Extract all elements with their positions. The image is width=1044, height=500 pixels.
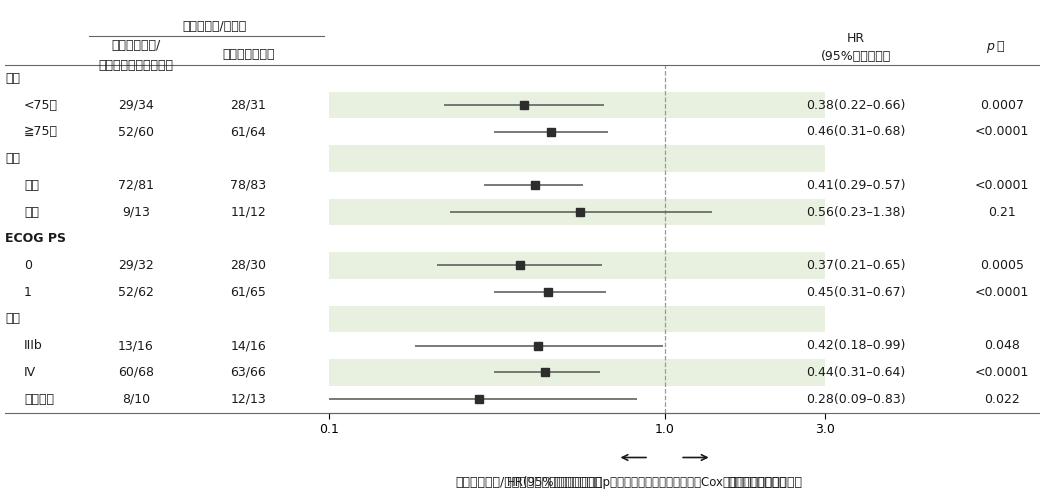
- Text: 値: 値: [996, 40, 1003, 53]
- Text: ドセタキセル群が良好: ドセタキセル群が良好: [728, 476, 802, 489]
- Bar: [329, 306, 825, 332]
- Text: 術後再発: 術後再発: [24, 392, 54, 406]
- Text: IIIb: IIIb: [24, 339, 43, 352]
- Text: 0.56(0.23–1.38): 0.56(0.23–1.38): [806, 206, 906, 218]
- Text: 0.37(0.21–0.65): 0.37(0.21–0.65): [806, 259, 906, 272]
- Text: 52/60: 52/60: [118, 126, 153, 138]
- Text: アブラキサン/: アブラキサン/: [111, 39, 161, 52]
- Text: 78/83: 78/83: [231, 179, 266, 192]
- Text: イベント数/症例数: イベント数/症例数: [182, 20, 246, 32]
- Text: 0.28(0.09–0.83): 0.28(0.09–0.83): [806, 392, 906, 406]
- Text: ≧75歳: ≧75歳: [24, 126, 58, 138]
- Text: <0.0001: <0.0001: [975, 366, 1029, 379]
- Text: 女性: 女性: [24, 206, 39, 218]
- Bar: [329, 359, 825, 386]
- Text: 61/65: 61/65: [231, 286, 266, 298]
- Text: 60/68: 60/68: [118, 366, 153, 379]
- Bar: [329, 92, 825, 118]
- Text: 11/12: 11/12: [231, 206, 266, 218]
- Text: 0.44(0.31–0.64): 0.44(0.31–0.64): [806, 366, 906, 379]
- Text: 0.46(0.31–0.68): 0.46(0.31–0.68): [806, 126, 906, 138]
- Text: 29/32: 29/32: [118, 259, 153, 272]
- Text: 0.45(0.31–0.67): 0.45(0.31–0.67): [806, 286, 906, 298]
- Text: <0.0001: <0.0001: [975, 179, 1029, 192]
- Text: 72/81: 72/81: [118, 179, 153, 192]
- Text: <0.0001: <0.0001: [975, 286, 1029, 298]
- Text: 0.21: 0.21: [989, 206, 1016, 218]
- Text: 28/30: 28/30: [231, 259, 266, 272]
- Text: 29/34: 29/34: [118, 98, 153, 112]
- Text: p: p: [986, 40, 994, 53]
- Text: 0.0007: 0.0007: [980, 98, 1024, 112]
- Text: 13/16: 13/16: [118, 339, 153, 352]
- Text: 0.41(0.29–0.57): 0.41(0.29–0.57): [806, 179, 906, 192]
- Text: ECOG PS: ECOG PS: [5, 232, 66, 245]
- Text: 性別: 性別: [5, 152, 20, 165]
- Text: 0.0005: 0.0005: [980, 259, 1024, 272]
- Text: 28/31: 28/31: [231, 98, 266, 112]
- Text: 0: 0: [24, 259, 32, 272]
- Text: 病期: 病期: [5, 312, 20, 326]
- Text: カルボプラチン併用群: カルボプラチン併用群: [98, 59, 173, 72]
- Text: アブラキサン/カルボプラチン併用群が良好: アブラキサン/カルボプラチン併用群が良好: [455, 476, 602, 489]
- Text: IV: IV: [24, 366, 37, 379]
- Text: 63/66: 63/66: [231, 366, 266, 379]
- Text: ドセタキセル群: ドセタキセル群: [222, 48, 275, 60]
- Text: 0.048: 0.048: [984, 339, 1020, 352]
- Text: 男性: 男性: [24, 179, 39, 192]
- Text: 0.38(0.22–0.66): 0.38(0.22–0.66): [806, 98, 906, 112]
- Text: <0.0001: <0.0001: [975, 126, 1029, 138]
- Text: 52/62: 52/62: [118, 286, 153, 298]
- Text: 12/13: 12/13: [231, 392, 266, 406]
- Text: 14/16: 14/16: [231, 339, 266, 352]
- Text: 61/64: 61/64: [231, 126, 266, 138]
- Text: 0.022: 0.022: [984, 392, 1020, 406]
- Text: 0.42(0.18–0.99): 0.42(0.18–0.99): [806, 339, 906, 352]
- Bar: [329, 252, 825, 279]
- Text: 1: 1: [24, 286, 32, 298]
- Bar: [329, 198, 825, 226]
- Bar: [329, 145, 825, 172]
- Text: (95%信頼区間）: (95%信頼区間）: [821, 50, 892, 63]
- Text: 8/10: 8/10: [122, 392, 149, 406]
- Text: HR: HR: [847, 32, 865, 46]
- Text: HR(95%信頼区間）及びp値：群のみを説明変数とするCox比例ハザードモデル: HR(95%信頼区間）及びp値：群のみを説明変数とするCox比例ハザードモデル: [507, 476, 787, 489]
- Text: 年齢: 年齢: [5, 72, 20, 85]
- Text: 9/13: 9/13: [122, 206, 149, 218]
- Text: <75歳: <75歳: [24, 98, 58, 112]
